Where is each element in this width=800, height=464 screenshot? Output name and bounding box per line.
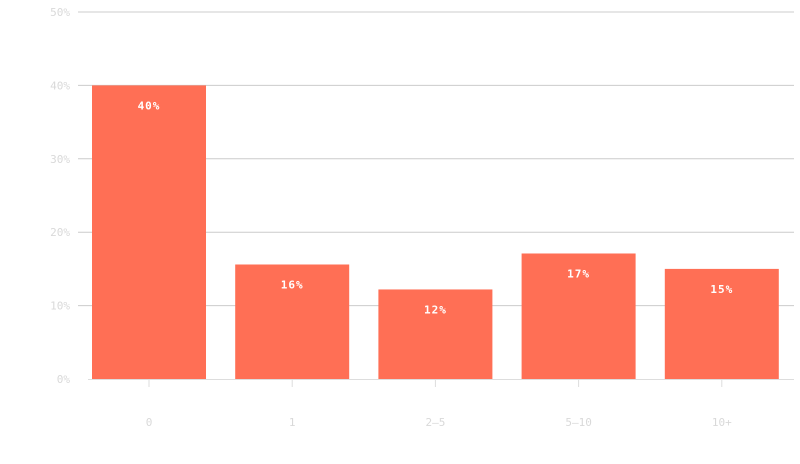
y-tick-label: 20% <box>50 226 70 239</box>
data-label: 40% <box>138 99 161 112</box>
bar <box>521 253 636 379</box>
data-label: 17% <box>567 267 590 280</box>
data-label: 15% <box>710 283 733 296</box>
x-tick-label: 1 <box>289 416 296 429</box>
bar <box>235 264 350 379</box>
bar <box>92 85 206 380</box>
data-label: 16% <box>281 278 304 291</box>
y-axis-ticks: 0% 10% 20% 30% 40% 50% <box>50 6 70 386</box>
data-labels: 40% 16% 12% 17% 15% <box>138 99 733 316</box>
x-tick-label: 0 <box>146 416 153 429</box>
x-tick-label: 5–10 <box>565 416 592 429</box>
y-tick-label: 0% <box>57 373 71 386</box>
y-tick-label: 10% <box>50 300 70 313</box>
x-tick-label: 2–5 <box>425 416 445 429</box>
bar <box>664 268 779 379</box>
x-axis: 0 1 2–5 5–10 10+ <box>88 379 794 429</box>
x-tick-label: 10+ <box>712 416 732 429</box>
bars <box>92 85 779 380</box>
y-tick-label: 40% <box>50 79 70 92</box>
y-tick-label: 50% <box>50 6 70 19</box>
y-tick-label: 30% <box>50 153 70 166</box>
bar <box>378 289 493 379</box>
data-label: 12% <box>424 303 447 316</box>
